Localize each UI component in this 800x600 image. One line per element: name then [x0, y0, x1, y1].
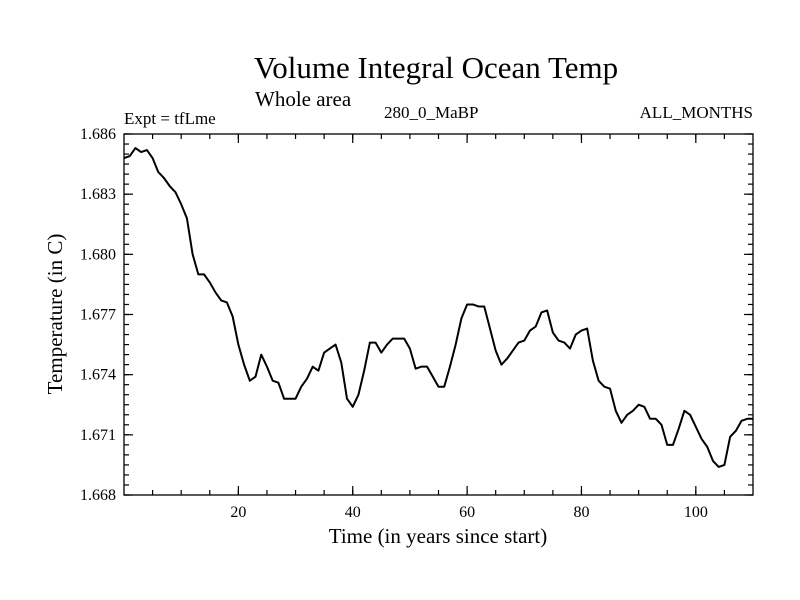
axis-ticks: [124, 133, 753, 496]
period-label: 280_0_MaBP: [384, 103, 478, 122]
y-tick-label: 1.668: [80, 487, 116, 504]
x-tick-labels: 20 40 60 80 100: [230, 504, 707, 521]
x-axis-label: Time (in years since start): [329, 524, 548, 548]
y-tick-label: 1.680: [80, 246, 116, 263]
x-tick-label: 40: [345, 504, 361, 521]
y-axis-label: Temperature (in C): [43, 234, 67, 395]
temperature-series-line: [123, 147, 753, 468]
y-tick-label: 1.677: [80, 307, 116, 324]
y-tick-label: 1.683: [80, 186, 116, 203]
months-label: ALL_MONTHS: [640, 103, 753, 122]
chart-subtitle: Whole area: [255, 87, 352, 111]
plot-frame: [123, 133, 754, 496]
x-tick-label: 20: [230, 504, 246, 521]
chart-title: Volume Integral Ocean Temp: [254, 50, 618, 85]
experiment-label: Expt = tfLme: [124, 109, 216, 128]
y-tick-label: 1.674: [80, 367, 116, 384]
x-tick-label: 100: [684, 504, 708, 521]
y-tick-labels: 1.668 1.671 1.674 1.677 1.680 1.683 1.686: [80, 126, 116, 504]
x-tick-label: 60: [459, 504, 475, 521]
y-tick-label: 1.671: [80, 427, 116, 444]
y-tick-label: 1.686: [80, 126, 116, 143]
x-tick-label: 80: [573, 504, 589, 521]
